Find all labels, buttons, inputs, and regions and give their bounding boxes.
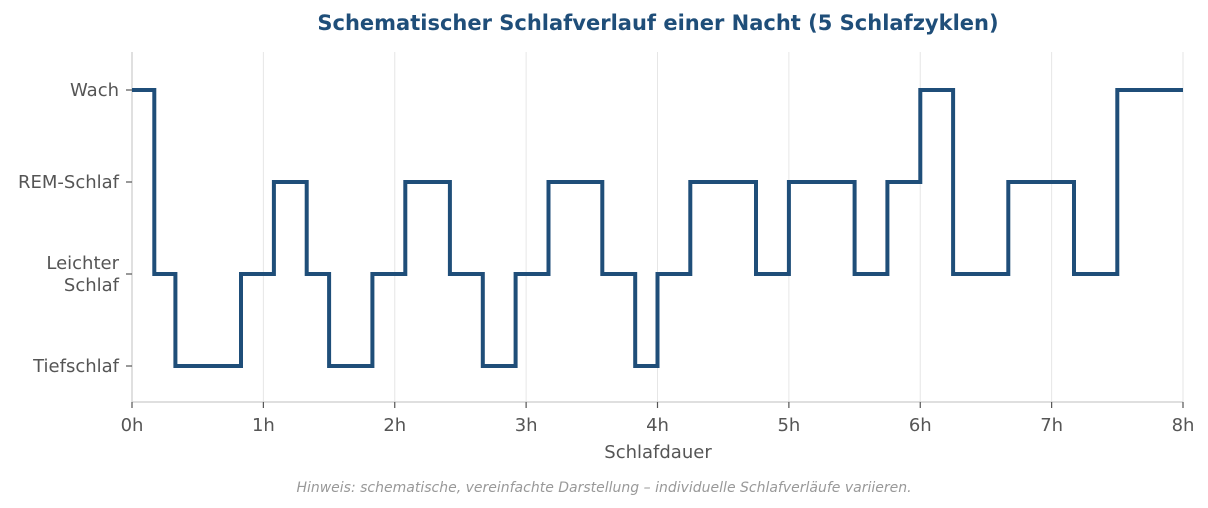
footnote: Hinweis: schematische, vereinfachte Dars… [296, 480, 911, 496]
y-tick-label: Tiefschlaf [32, 356, 120, 377]
sleep-stage-line [132, 88, 1183, 368]
x-tick-label: 3h [515, 415, 538, 436]
x-tick-label: 2h [383, 415, 406, 436]
x-tick-label: 5h [777, 415, 800, 436]
y-tick-label: Schlaf [64, 275, 120, 296]
x-tick-label: 4h [646, 415, 669, 436]
chart-title: Schematischer Schlafverlauf einer Nacht … [317, 11, 998, 35]
y-tick-label: REM-Schlaf [18, 172, 120, 193]
x-tick-label: 8h [1172, 415, 1195, 436]
x-tick-label: 0h [121, 415, 144, 436]
x-axis-title: Schlafdauer [604, 442, 712, 463]
x-tick-label: 7h [1040, 415, 1063, 436]
x-tick-label: 1h [252, 415, 275, 436]
y-tick-label: Leichter [46, 253, 119, 274]
x-axis: 0h 1h 2h 3h 4h 5h 6h 7h 8h [121, 402, 1195, 436]
x-tick-label: 6h [909, 415, 932, 436]
y-tick-label: Wach [70, 80, 119, 101]
